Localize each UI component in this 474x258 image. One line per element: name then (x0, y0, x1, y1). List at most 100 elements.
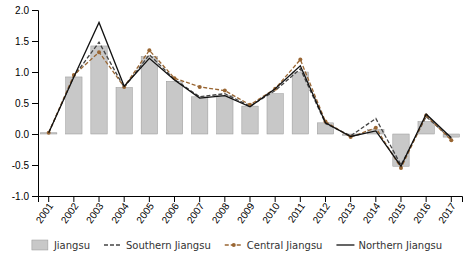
x-tick-label: 2016 (411, 200, 433, 225)
y-tick-mark (32, 103, 38, 104)
x-tick-label: 2014 (361, 200, 383, 225)
y-tick-label: 0.0 (15, 129, 29, 140)
bar (393, 134, 409, 166)
y-tick-mark (32, 10, 38, 11)
x-tick: 2004 (109, 196, 131, 225)
y-axis: -1.0 -0.5 0.0 0.5 1.0 1.5 2.0 (12, 5, 39, 202)
legend-label: Central Jiangsu (247, 240, 323, 251)
x-tick-mark (124, 196, 125, 202)
y-tick-mark (32, 196, 38, 197)
y-tick-mark (32, 72, 38, 73)
plot: -1.0-0.50.00.51.01.52.020012002200320042… (12, 5, 463, 226)
x-tick-label: 2017 (436, 200, 458, 225)
x-tick: 2015 (386, 196, 408, 225)
bar (267, 94, 283, 134)
x-tick: 2002 (59, 196, 81, 225)
y-tick: -1.0 (12, 191, 38, 202)
marker (198, 85, 202, 89)
x-tick-mark (250, 196, 251, 202)
x-tick-label: 2002 (59, 200, 81, 225)
x-tick: 2009 (235, 196, 257, 225)
x-tick-label: 2010 (260, 200, 282, 225)
y-tick-mark (32, 134, 38, 135)
x-tick-mark (325, 196, 326, 202)
x-tick-label: 2006 (159, 200, 181, 225)
marker (97, 50, 101, 54)
x-tick-label: 2011 (286, 200, 308, 224)
x-tick: 2003 (84, 196, 106, 225)
y-tick: 0.5 (15, 98, 38, 109)
x-tick-label: 2007 (185, 200, 207, 225)
x-tick-label: 2009 (235, 200, 257, 225)
marker-series (47, 48, 454, 170)
y-tick: 1.0 (15, 67, 38, 78)
x-tick-mark (451, 196, 452, 202)
bar (166, 81, 182, 134)
bar (242, 106, 258, 134)
y-tick: -0.5 (12, 160, 38, 171)
bar (191, 97, 207, 134)
x-tick: 2012 (310, 196, 332, 225)
marker (298, 58, 302, 62)
x-tick-label: 2013 (336, 200, 358, 225)
y-tick: 1.5 (15, 36, 38, 47)
chart: -1.0-0.50.00.51.01.52.020012002200320042… (0, 0, 474, 258)
legend-item: Central Jiangsu (225, 240, 323, 251)
legend-label: Southern Jiangsu (126, 240, 211, 251)
marker (374, 126, 378, 130)
x-tick-mark (149, 196, 150, 202)
x-tick: 2001 (34, 196, 56, 225)
x-tick-mark (199, 196, 200, 202)
y-tick-label: -0.5 (12, 160, 30, 171)
legend-item: Southern Jiangsu (104, 240, 211, 251)
x-tick: 2006 (159, 196, 181, 225)
x-tick-label: 2008 (210, 200, 232, 225)
legend-swatch (104, 244, 122, 245)
x-tick-mark (48, 196, 49, 202)
marker (147, 48, 151, 52)
x-tick-label: 2003 (84, 200, 106, 225)
line (49, 50, 452, 168)
x-axis: 2001200220032004200520062007200820092010… (34, 196, 463, 225)
legend: Jiangsu Southern Jiangsu Central Jiangsu No… (32, 240, 442, 251)
y-tick-mark (32, 165, 38, 166)
legend-label: Northern Jiangsu (358, 240, 442, 251)
bar (141, 57, 157, 135)
y-tick-label: 2.0 (15, 5, 29, 16)
x-tick-mark (426, 196, 427, 202)
legend-item: Jiangsu (32, 240, 90, 251)
y-tick-label: 1.0 (15, 67, 29, 78)
x-tick: 2005 (134, 196, 156, 225)
y-axis-line (32, 11, 39, 197)
legend-marker (232, 243, 236, 247)
y-tick-label: 0.5 (15, 98, 29, 109)
x-tick-label: 2015 (386, 200, 408, 225)
bar (116, 88, 132, 135)
marker (223, 89, 227, 93)
y-tick-label: 1.5 (15, 36, 29, 47)
bar (66, 77, 82, 134)
line (49, 22, 452, 166)
x-tick: 2014 (361, 196, 383, 225)
y-tick: 2.0 (15, 5, 38, 16)
x-tick-label: 2004 (109, 200, 131, 225)
x-tick: 2013 (336, 196, 358, 225)
x-tick: 2010 (260, 196, 282, 225)
x-tick-mark (73, 196, 74, 202)
x-tick-mark (275, 196, 276, 202)
legend-label: Jiangsu (53, 240, 90, 251)
marker (449, 138, 453, 142)
x-tick-mark (224, 196, 225, 202)
x-tick-label: 2012 (310, 200, 332, 225)
x-tick-mark (375, 196, 376, 202)
x-tick: 2011 (286, 196, 308, 225)
x-tick: 2007 (185, 196, 207, 225)
legend-swatch (336, 244, 354, 245)
x-tick: 2016 (411, 196, 433, 225)
y-tick: 0.0 (15, 129, 38, 140)
x-tick-mark (99, 196, 100, 202)
x-tick-mark (400, 196, 401, 202)
x-tick: 2008 (210, 196, 232, 225)
legend-item: Northern Jiangsu (336, 240, 442, 251)
x-tick-mark (300, 196, 301, 202)
